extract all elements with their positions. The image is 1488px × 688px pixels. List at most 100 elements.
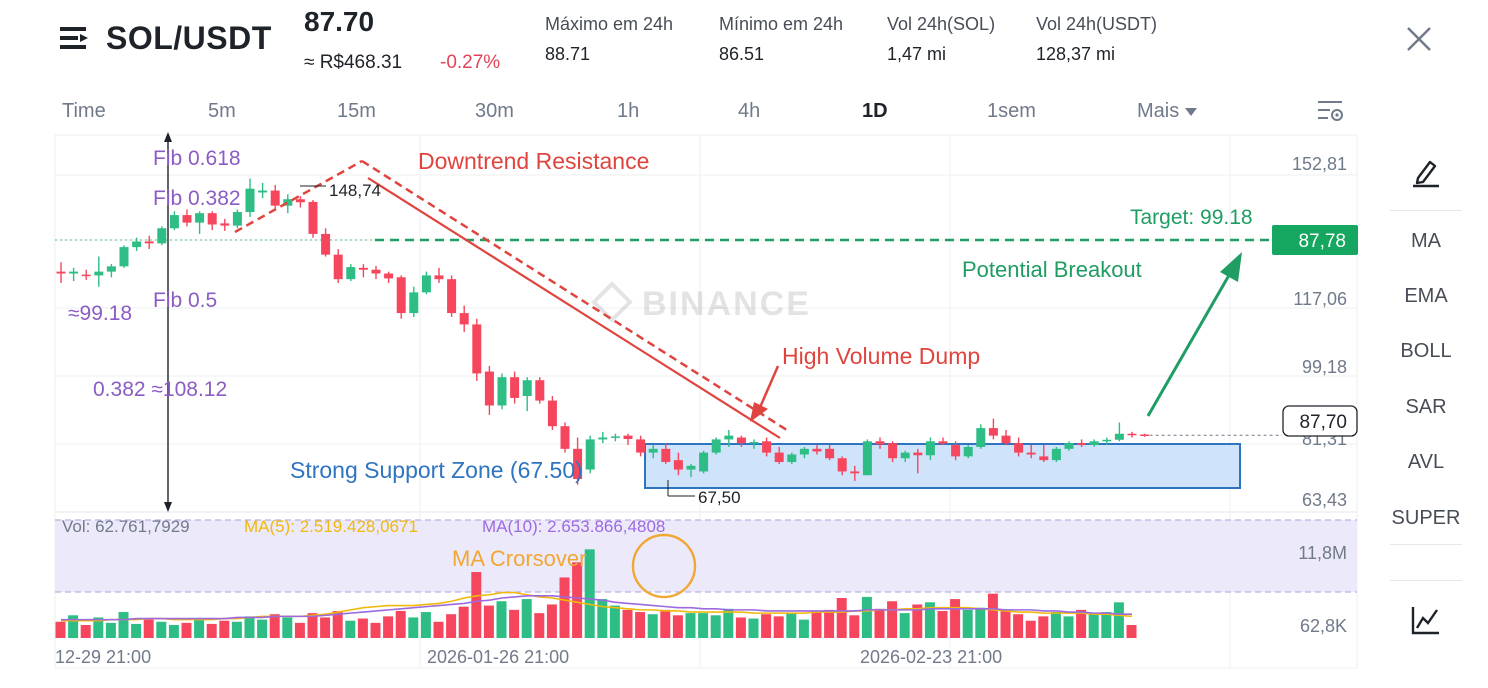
candle bbox=[636, 439, 646, 453]
sidebar-divider bbox=[1390, 580, 1462, 581]
tab-1sem[interactable]: 1sem bbox=[987, 100, 1036, 122]
close-icon[interactable] bbox=[1404, 24, 1434, 54]
candle bbox=[472, 324, 482, 374]
indicator-ma[interactable]: MA bbox=[1411, 230, 1441, 252]
price-brl: ≈ R$468.31 bbox=[304, 52, 403, 73]
dump-arrow-shaft bbox=[756, 365, 780, 413]
candle bbox=[648, 448, 658, 453]
volume-bar bbox=[635, 612, 646, 638]
volume-bar bbox=[647, 614, 658, 638]
volume-bar bbox=[257, 619, 268, 638]
tab-30m[interactable]: 30m bbox=[475, 100, 514, 122]
chart-settings-icon[interactable] bbox=[1316, 96, 1346, 126]
dump-label: High Volume Dump bbox=[782, 343, 980, 369]
fib-approx-label: ≈99.18 bbox=[68, 302, 132, 325]
candle bbox=[724, 435, 734, 440]
tab-1d[interactable]: 1D bbox=[862, 100, 888, 122]
candle bbox=[1127, 433, 1137, 436]
volume-bar bbox=[1025, 620, 1036, 638]
candle bbox=[220, 223, 230, 226]
volume-bar bbox=[156, 621, 167, 638]
indicator-super[interactable]: SUPER bbox=[1391, 507, 1461, 529]
candle bbox=[283, 199, 293, 206]
candle bbox=[396, 277, 406, 314]
volume-bar bbox=[433, 621, 444, 638]
stat-high-label: Máximo em 24h bbox=[545, 14, 674, 34]
tab-5m[interactable]: 5m bbox=[208, 100, 236, 122]
draw-pencil-icon[interactable] bbox=[1410, 156, 1442, 188]
candle bbox=[144, 241, 154, 244]
candle bbox=[825, 448, 835, 459]
volume-bar bbox=[1013, 614, 1024, 638]
volume-bar bbox=[307, 613, 318, 638]
candle bbox=[106, 266, 116, 272]
volume-bar bbox=[987, 593, 998, 638]
candle bbox=[888, 443, 898, 459]
caret-down-icon bbox=[1185, 107, 1198, 116]
tab-time[interactable]: Time bbox=[62, 100, 106, 122]
volume-bar bbox=[950, 599, 961, 638]
candle bbox=[585, 439, 595, 470]
volume-ma10-line bbox=[61, 595, 1132, 621]
volume-bar bbox=[1063, 616, 1074, 638]
last-price: 87.70 bbox=[304, 6, 375, 37]
menu-logo-icon[interactable] bbox=[58, 22, 90, 54]
sidebar-divider bbox=[1390, 210, 1462, 211]
tab-4h[interactable]: 4h bbox=[738, 100, 761, 122]
chart-frame bbox=[54, 134, 1358, 669]
tab-more-label: Mais bbox=[1137, 100, 1180, 122]
candle bbox=[686, 465, 696, 470]
volume-bar bbox=[269, 614, 280, 638]
candle bbox=[1102, 439, 1112, 442]
breakout-arrow-head bbox=[1220, 252, 1242, 282]
volume-bar bbox=[824, 609, 835, 638]
indicator-avl[interactable]: AVL bbox=[1407, 451, 1445, 473]
candle bbox=[1089, 441, 1099, 446]
fib-0618-label: Fib 0.618 bbox=[153, 147, 241, 170]
pair-title[interactable]: SOL/USDT bbox=[106, 20, 272, 56]
volume-bar bbox=[962, 609, 973, 638]
indicator-chart-icon[interactable] bbox=[1410, 604, 1442, 636]
candle bbox=[1077, 443, 1087, 446]
volume-bar bbox=[924, 602, 935, 638]
volume-bar bbox=[609, 605, 620, 638]
stat-low-label: Mínimo em 24h bbox=[719, 14, 844, 34]
volume-bar bbox=[345, 620, 356, 638]
volume-bar bbox=[55, 621, 66, 638]
candle bbox=[207, 213, 217, 225]
candle bbox=[762, 441, 772, 453]
candle bbox=[308, 201, 318, 234]
candle bbox=[371, 269, 381, 274]
indicator-sar[interactable]: SAR bbox=[1405, 396, 1447, 418]
candle bbox=[1051, 448, 1061, 461]
volume-bar bbox=[748, 618, 759, 638]
candle bbox=[69, 271, 79, 274]
candle bbox=[711, 439, 721, 453]
resistance-dashed-line bbox=[234, 159, 363, 234]
candle bbox=[522, 380, 532, 397]
volume-bar bbox=[294, 622, 305, 638]
volume-bar bbox=[572, 562, 583, 638]
volume-bar bbox=[194, 618, 205, 638]
price-axis-label: 152,81 bbox=[1292, 154, 1347, 174]
volume-bar bbox=[1113, 602, 1124, 638]
volume-bar bbox=[332, 610, 343, 638]
volume-bar bbox=[710, 615, 721, 638]
candle bbox=[938, 441, 948, 444]
candle bbox=[1014, 443, 1024, 453]
indicator-boll[interactable]: BOLL bbox=[1400, 340, 1452, 362]
candle bbox=[774, 452, 784, 463]
candle bbox=[94, 271, 104, 276]
tab-1h[interactable]: 1h bbox=[617, 100, 640, 122]
candle bbox=[384, 273, 394, 279]
candle bbox=[988, 428, 998, 436]
target-price-tag-label: 87,78 bbox=[1298, 231, 1346, 252]
volume-bar bbox=[509, 609, 520, 638]
candle bbox=[951, 445, 961, 457]
tab-15m[interactable]: 15m bbox=[337, 100, 376, 122]
tab-more[interactable]: Mais bbox=[1137, 100, 1198, 123]
high-marker-label: 148,74 bbox=[329, 181, 381, 200]
price-axis-label: 63,43 bbox=[1302, 490, 1347, 510]
indicator-ema[interactable]: EMA bbox=[1404, 285, 1448, 307]
